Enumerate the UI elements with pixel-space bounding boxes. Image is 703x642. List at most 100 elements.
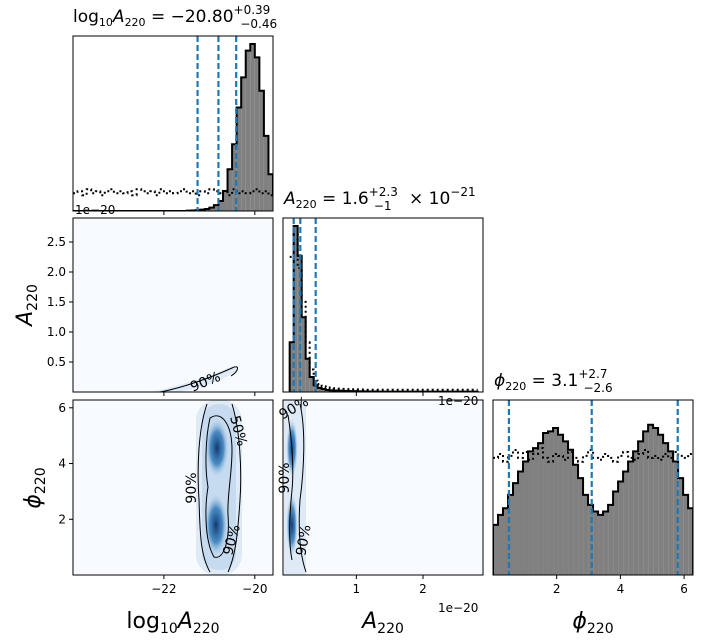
- hist-logA-bar-39: [250, 44, 255, 211]
- hist-phi-bar-37: [678, 478, 684, 575]
- A-phi-contour-90: [298, 403, 307, 573]
- panel-logA-phi-density: 90% 50% 90% −22 −20 2 4 6: [58, 399, 274, 596]
- A-phi-density-peak-lower: [286, 493, 298, 557]
- title-A: A220 = 1.6+2.3 −1 × 10−21: [283, 185, 476, 213]
- logA-phi-contour-label-50: 50%: [226, 414, 250, 448]
- hist-logA-prior-outline: [73, 188, 273, 197]
- hist-phi-bar-21: [598, 514, 604, 575]
- A-y-tick-label-3: 2.0: [47, 265, 66, 279]
- logA-A-density-layer: [150, 365, 238, 392]
- hist-logA-bar-36: [236, 107, 242, 211]
- hist-phi-bar-28: [633, 451, 639, 575]
- hist-phi-bar-6: [523, 461, 529, 575]
- hist-logA-bar-42: [263, 135, 269, 211]
- panel-phi-histogram-frame: [492, 399, 694, 576]
- hist-phi-bar-25: [618, 481, 624, 575]
- title-logA: log10A220 = −20.80+0.39 −0.46: [73, 3, 277, 31]
- hist-A-bar-1: [293, 226, 298, 392]
- A-y-tick-label-4: 2.5: [47, 235, 66, 249]
- hist-logA-bar-47: [287, 210, 292, 211]
- hist-A-bar-2: [297, 255, 302, 392]
- hist-A-bar-4: [305, 358, 310, 392]
- offset-text-A-y: 1e−20: [75, 203, 115, 217]
- hist-phi-bar-38: [683, 494, 689, 575]
- A-x-tick-label-0: 1: [353, 582, 361, 596]
- hist-A-bars: [288, 225, 479, 392]
- A-phi-contour-label-mid: 90%: [277, 462, 293, 493]
- hist-phi-bar-8: [533, 448, 539, 575]
- logA-phi-contour-label-90-right: 90%: [220, 523, 244, 557]
- panel-logA-histogram-frame: [72, 35, 274, 212]
- hist-logA-bar-35: [232, 144, 237, 211]
- panel-A-phi-density: 90%90%90%1 2: [277, 394, 484, 596]
- hist-phi-bar-17: [578, 478, 584, 575]
- hist-phi-bar-11: [548, 431, 554, 575]
- hist-logA-bar-32: [218, 200, 223, 211]
- hist-phi-bar-2: [503, 508, 509, 575]
- hist-phi-bar-4: [513, 483, 519, 575]
- hist-logA-bar-45: [278, 204, 283, 211]
- logA-A-background: [73, 218, 273, 392]
- hist-phi-bar-27: [628, 461, 634, 575]
- hist-logA-posterior-outline: [73, 43, 273, 211]
- hist-phi-bar-10: [543, 433, 549, 575]
- hist-phi-bar-22: [603, 511, 609, 575]
- A-phi-contour-50: [287, 414, 294, 561]
- panel-A-phi-frame: [282, 399, 484, 576]
- A-phi-contour-label-bottom: 90%: [293, 524, 314, 557]
- hist-phi-bar-7: [528, 451, 534, 575]
- hist-logA-bar-37: [241, 77, 246, 211]
- title-phi: ϕ220 = 3.1+2.7 −2.6: [494, 367, 613, 395]
- logA-phi-contour-90: [197, 403, 242, 573]
- ylabel-A: A220: [13, 284, 41, 328]
- A-phi-background: [283, 400, 483, 575]
- panel-logA-phi-frame: [72, 399, 274, 576]
- hist-phi-bar-30: [643, 431, 649, 575]
- hist-phi-bar-23: [608, 504, 614, 575]
- panel-phi-histogram: 2 4 6: [492, 399, 694, 596]
- logA-A-contour-90: [159, 366, 238, 392]
- hist-A-bar-8: [321, 389, 326, 392]
- phi-y-tick-label-2: 6: [58, 401, 66, 415]
- hist-A-bar-7: [317, 387, 322, 392]
- hist-A-bar-5: [309, 377, 314, 392]
- xlabel-A: A220: [360, 609, 404, 637]
- phi-x-tick-label-0: 2: [553, 582, 561, 596]
- A-y-tick-label-0: 0.5: [47, 355, 66, 369]
- logA-phi-density-layer: [196, 400, 242, 575]
- hist-phi-bar-31: [648, 424, 654, 575]
- logA-phi-contour-50: [205, 415, 233, 558]
- hist-A-bar-0: [289, 342, 294, 392]
- hist-A-posterior-outline: [288, 225, 479, 392]
- offset-text-A-x: 1e−20: [438, 601, 478, 615]
- hist-phi-bar-26: [623, 471, 629, 575]
- hist-phi-bar-35: [668, 451, 674, 575]
- hist-A-bar-3: [301, 317, 306, 392]
- A-phi-density-layer: [284, 400, 307, 575]
- hist-phi-bar-18: [583, 494, 589, 575]
- hist-logA-bar-33: [223, 190, 228, 211]
- phi-y-tick-label-1: 4: [58, 457, 66, 471]
- A-x-tick-label-1: 2: [419, 582, 427, 596]
- xlabel-logA: log10A220: [126, 609, 219, 637]
- logA-phi-density-peak-lower: [204, 493, 228, 557]
- hist-phi-bar-20: [593, 511, 599, 575]
- hist-logA-bar-29: [204, 208, 210, 211]
- offset-text-A-hist: 1e−20: [438, 394, 478, 408]
- hist-phi-bar-36: [673, 461, 679, 575]
- panel-A-histogram: [282, 217, 484, 396]
- logA-x-tick-label-1: −20: [242, 582, 267, 596]
- A-y-tick-label-2: 1.5: [47, 295, 66, 309]
- hist-logA-bar-30: [209, 207, 214, 211]
- hist-phi-bar-29: [638, 441, 644, 575]
- hist-A-bar-6: [313, 385, 318, 392]
- hist-logA-bar-43: [268, 174, 273, 211]
- phi-x-tick-label-1: 4: [617, 582, 625, 596]
- logA-phi-contour-label-90-left: 90%: [184, 472, 200, 503]
- hist-phi-bar-32: [653, 428, 659, 575]
- hist-logA-bar-34: [227, 169, 233, 211]
- hist-phi-posterior-outline: [493, 423, 693, 575]
- hist-logA-bars: [73, 43, 292, 211]
- logA-A-density-fill: [150, 365, 237, 392]
